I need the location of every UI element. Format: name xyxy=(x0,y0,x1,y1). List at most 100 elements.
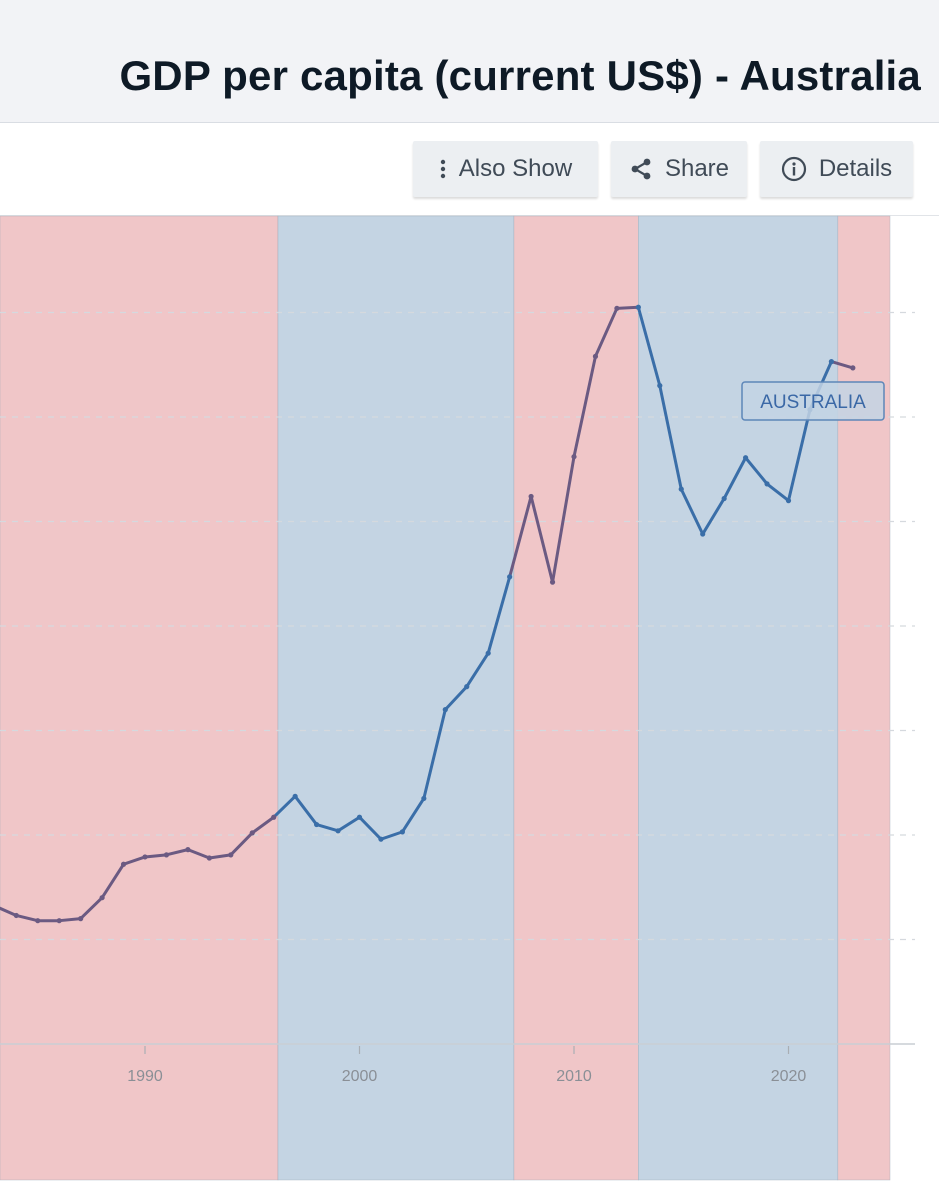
series-segment xyxy=(422,708,447,800)
series-segment xyxy=(79,896,104,921)
background-band-blue xyxy=(638,215,839,1181)
data-point[interactable] xyxy=(99,895,105,901)
series-segment xyxy=(744,456,769,486)
data-point[interactable] xyxy=(399,829,405,835)
data-point[interactable] xyxy=(485,650,491,656)
data-point[interactable] xyxy=(292,793,298,799)
background-band-red xyxy=(837,215,891,1181)
series-segment xyxy=(272,794,297,819)
data-point[interactable] xyxy=(378,836,384,842)
page-title: GDP per capita (current US$) - Australia xyxy=(119,52,921,99)
data-point[interactable] xyxy=(657,383,663,389)
data-point[interactable] xyxy=(743,455,749,461)
data-point[interactable] xyxy=(614,305,620,311)
data-point[interactable] xyxy=(271,814,277,820)
series-segment xyxy=(122,855,147,866)
data-point[interactable] xyxy=(571,454,577,460)
series-segment xyxy=(400,796,426,834)
data-point[interactable] xyxy=(56,918,62,924)
background-band-red xyxy=(0,215,279,1181)
data-point[interactable] xyxy=(528,493,534,500)
series-segment xyxy=(593,306,619,358)
share-icon xyxy=(629,157,653,181)
series-segment xyxy=(722,456,748,501)
series-segment xyxy=(829,360,855,370)
series-segment xyxy=(207,853,233,860)
series-segment xyxy=(0,906,18,917)
series-label-box xyxy=(741,381,885,421)
data-point[interactable] xyxy=(421,795,427,802)
x-tick-label: 1990 xyxy=(127,1068,163,1085)
series-segment xyxy=(615,305,640,310)
data-point[interactable] xyxy=(163,852,170,858)
series-segment xyxy=(143,853,168,859)
series-segment xyxy=(14,913,40,923)
series-segment xyxy=(379,830,404,841)
data-point[interactable] xyxy=(678,486,684,492)
x-tick-label: 2010 xyxy=(556,1068,592,1085)
series-segment xyxy=(358,815,383,841)
x-tick-label: 2000 xyxy=(342,1068,378,1085)
details-label: Details xyxy=(818,155,893,182)
data-point[interactable] xyxy=(120,861,127,867)
series-segment xyxy=(336,815,361,833)
series-segment xyxy=(315,823,340,833)
series-segment xyxy=(443,685,469,712)
data-point[interactable] xyxy=(442,707,448,713)
series-segment xyxy=(229,831,254,857)
series-segment xyxy=(765,482,790,503)
data-point[interactable] xyxy=(507,574,513,580)
data-point[interactable] xyxy=(335,828,341,834)
data-point[interactable] xyxy=(850,365,856,371)
also-show-label: Also Show xyxy=(458,155,573,182)
data-point[interactable] xyxy=(592,353,599,359)
data-point[interactable] xyxy=(206,855,212,861)
data-point[interactable] xyxy=(700,531,706,537)
series-segment xyxy=(508,494,533,579)
x-tick-label: 2020 xyxy=(771,1068,807,1085)
data-point[interactable] xyxy=(464,684,470,690)
series-segment xyxy=(787,408,812,503)
series-segment xyxy=(465,651,490,689)
series-segment xyxy=(636,305,662,388)
data-point[interactable] xyxy=(35,918,41,924)
also-show-button[interactable]: Also Show xyxy=(413,141,598,197)
vertical-dots-icon xyxy=(439,158,447,180)
data-point[interactable] xyxy=(78,916,84,922)
details-button[interactable]: Details xyxy=(760,141,913,197)
data-point[interactable] xyxy=(249,830,255,836)
info-icon xyxy=(781,156,807,182)
series-segment xyxy=(186,848,211,860)
data-point[interactable] xyxy=(142,854,148,860)
data-point[interactable] xyxy=(185,847,191,853)
series-segment xyxy=(293,794,319,827)
series-segment xyxy=(701,497,726,536)
chart-toolbar: Also Show Share Details xyxy=(0,123,939,216)
share-button[interactable]: Share xyxy=(611,141,747,197)
share-label: Share xyxy=(664,155,730,182)
background-band-blue xyxy=(277,215,515,1181)
series-segment xyxy=(551,455,576,584)
data-point[interactable] xyxy=(764,481,770,487)
series-segment xyxy=(679,487,705,536)
data-point[interactable] xyxy=(828,359,835,365)
series-segment xyxy=(250,815,276,835)
series-segment xyxy=(164,848,190,857)
series-label: AUSTRALIA xyxy=(760,392,866,413)
page-header: GDP per capita (current US$) - Australia xyxy=(0,0,939,123)
series-segment xyxy=(529,494,555,584)
series-segment xyxy=(100,862,126,900)
series-segment xyxy=(486,575,512,655)
data-point[interactable] xyxy=(314,821,320,828)
data-point[interactable] xyxy=(13,912,19,919)
data-point[interactable] xyxy=(549,579,556,585)
data-point[interactable] xyxy=(228,852,234,858)
data-point[interactable] xyxy=(785,498,792,504)
data-point[interactable] xyxy=(356,814,363,820)
background-band-red xyxy=(513,215,639,1181)
series-segment xyxy=(572,354,597,459)
data-point[interactable] xyxy=(721,495,727,502)
series-segment xyxy=(658,384,683,491)
data-point[interactable] xyxy=(635,304,641,310)
